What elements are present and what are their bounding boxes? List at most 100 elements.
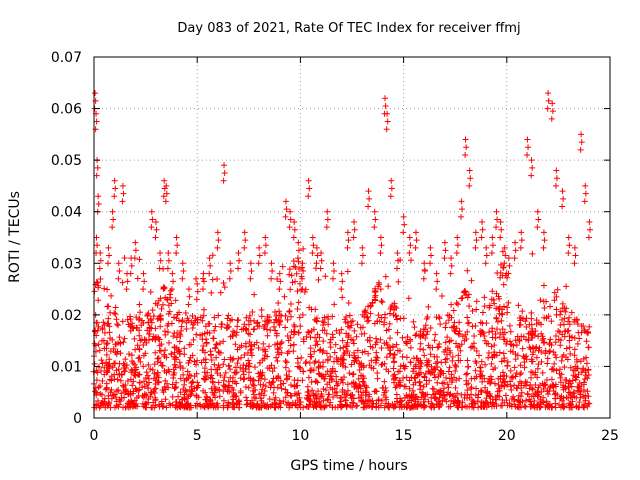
data-point <box>182 310 189 317</box>
data-point <box>267 327 274 334</box>
data-point <box>111 391 118 398</box>
data-point <box>204 394 211 401</box>
data-point <box>247 343 254 350</box>
data-point <box>271 319 278 326</box>
data-point <box>146 330 153 337</box>
data-point <box>264 332 271 339</box>
data-point <box>324 395 331 402</box>
data-point <box>463 371 470 378</box>
data-point <box>164 380 171 387</box>
data-point <box>155 335 162 342</box>
data-point <box>375 283 382 290</box>
data-point <box>235 355 242 362</box>
data-point <box>473 306 480 313</box>
data-point <box>521 354 528 361</box>
data-point <box>559 304 566 311</box>
data-point <box>545 402 552 409</box>
data-point <box>398 403 405 410</box>
data-point <box>541 314 548 321</box>
data-point <box>125 321 132 328</box>
data-point-peak <box>105 244 112 251</box>
data-point <box>420 383 427 390</box>
data-point <box>449 324 456 331</box>
data-point <box>107 348 114 355</box>
data-point <box>134 324 141 331</box>
data-point <box>212 345 219 352</box>
data-point <box>122 356 129 363</box>
data-point <box>202 323 209 330</box>
data-point <box>464 314 471 321</box>
data-point-peak <box>511 255 518 262</box>
data-point-peak <box>199 286 206 293</box>
data-point-peak <box>401 221 408 228</box>
data-point-peak <box>467 175 474 182</box>
data-point <box>562 308 569 315</box>
data-point <box>500 264 507 271</box>
data-point <box>333 327 340 334</box>
data-point <box>468 391 475 398</box>
data-point <box>548 404 555 411</box>
data-point <box>212 323 219 330</box>
data-point-peak <box>255 260 262 267</box>
data-point <box>322 387 329 394</box>
data-point <box>538 348 545 355</box>
data-point-peak <box>330 275 337 282</box>
data-point <box>535 347 542 354</box>
data-point <box>307 367 314 374</box>
data-point-peak <box>466 182 473 189</box>
data-point <box>400 363 407 370</box>
data-point-peak <box>156 265 163 272</box>
data-point <box>576 335 583 342</box>
data-point <box>145 395 152 402</box>
data-point <box>162 294 169 301</box>
data-point <box>452 384 459 391</box>
data-point-peak <box>528 172 535 179</box>
data-point <box>367 310 374 317</box>
data-point <box>190 321 197 328</box>
data-point <box>517 362 524 369</box>
data-point-peak <box>241 229 248 236</box>
data-point <box>225 400 232 407</box>
data-point <box>391 379 398 386</box>
data-point <box>165 384 172 391</box>
data-point <box>108 377 115 384</box>
data-point-peak <box>200 270 207 277</box>
data-point <box>439 380 446 387</box>
data-point <box>553 311 560 318</box>
data-point <box>320 386 327 393</box>
data-point <box>99 360 106 367</box>
data-point <box>417 357 424 364</box>
data-point <box>478 358 485 365</box>
data-point <box>569 377 576 384</box>
data-point <box>432 390 439 397</box>
data-point <box>266 343 273 350</box>
data-point <box>119 279 126 286</box>
data-point <box>494 388 501 395</box>
data-point <box>372 297 379 304</box>
data-point-peak <box>241 244 248 251</box>
data-point <box>250 382 257 389</box>
data-point <box>161 353 168 360</box>
data-point-peak <box>276 286 283 293</box>
data-point <box>498 358 505 365</box>
data-point <box>104 286 111 293</box>
data-point <box>518 370 525 377</box>
data-point-peak <box>382 95 389 102</box>
data-point <box>339 294 346 301</box>
data-point <box>427 324 434 331</box>
data-point <box>342 364 349 371</box>
data-point <box>361 382 368 389</box>
data-point-peak <box>124 278 131 285</box>
data-point <box>372 341 379 348</box>
data-point <box>371 388 378 395</box>
data-point-peak <box>553 175 560 182</box>
data-point <box>438 401 445 408</box>
data-point <box>400 315 407 322</box>
data-point <box>534 365 541 372</box>
data-point <box>383 387 390 394</box>
data-point <box>413 331 420 338</box>
data-point <box>135 371 142 378</box>
y-axis-label: ROTI / TECUs <box>7 191 23 283</box>
data-point-peak <box>454 234 461 241</box>
data-point <box>225 312 232 319</box>
